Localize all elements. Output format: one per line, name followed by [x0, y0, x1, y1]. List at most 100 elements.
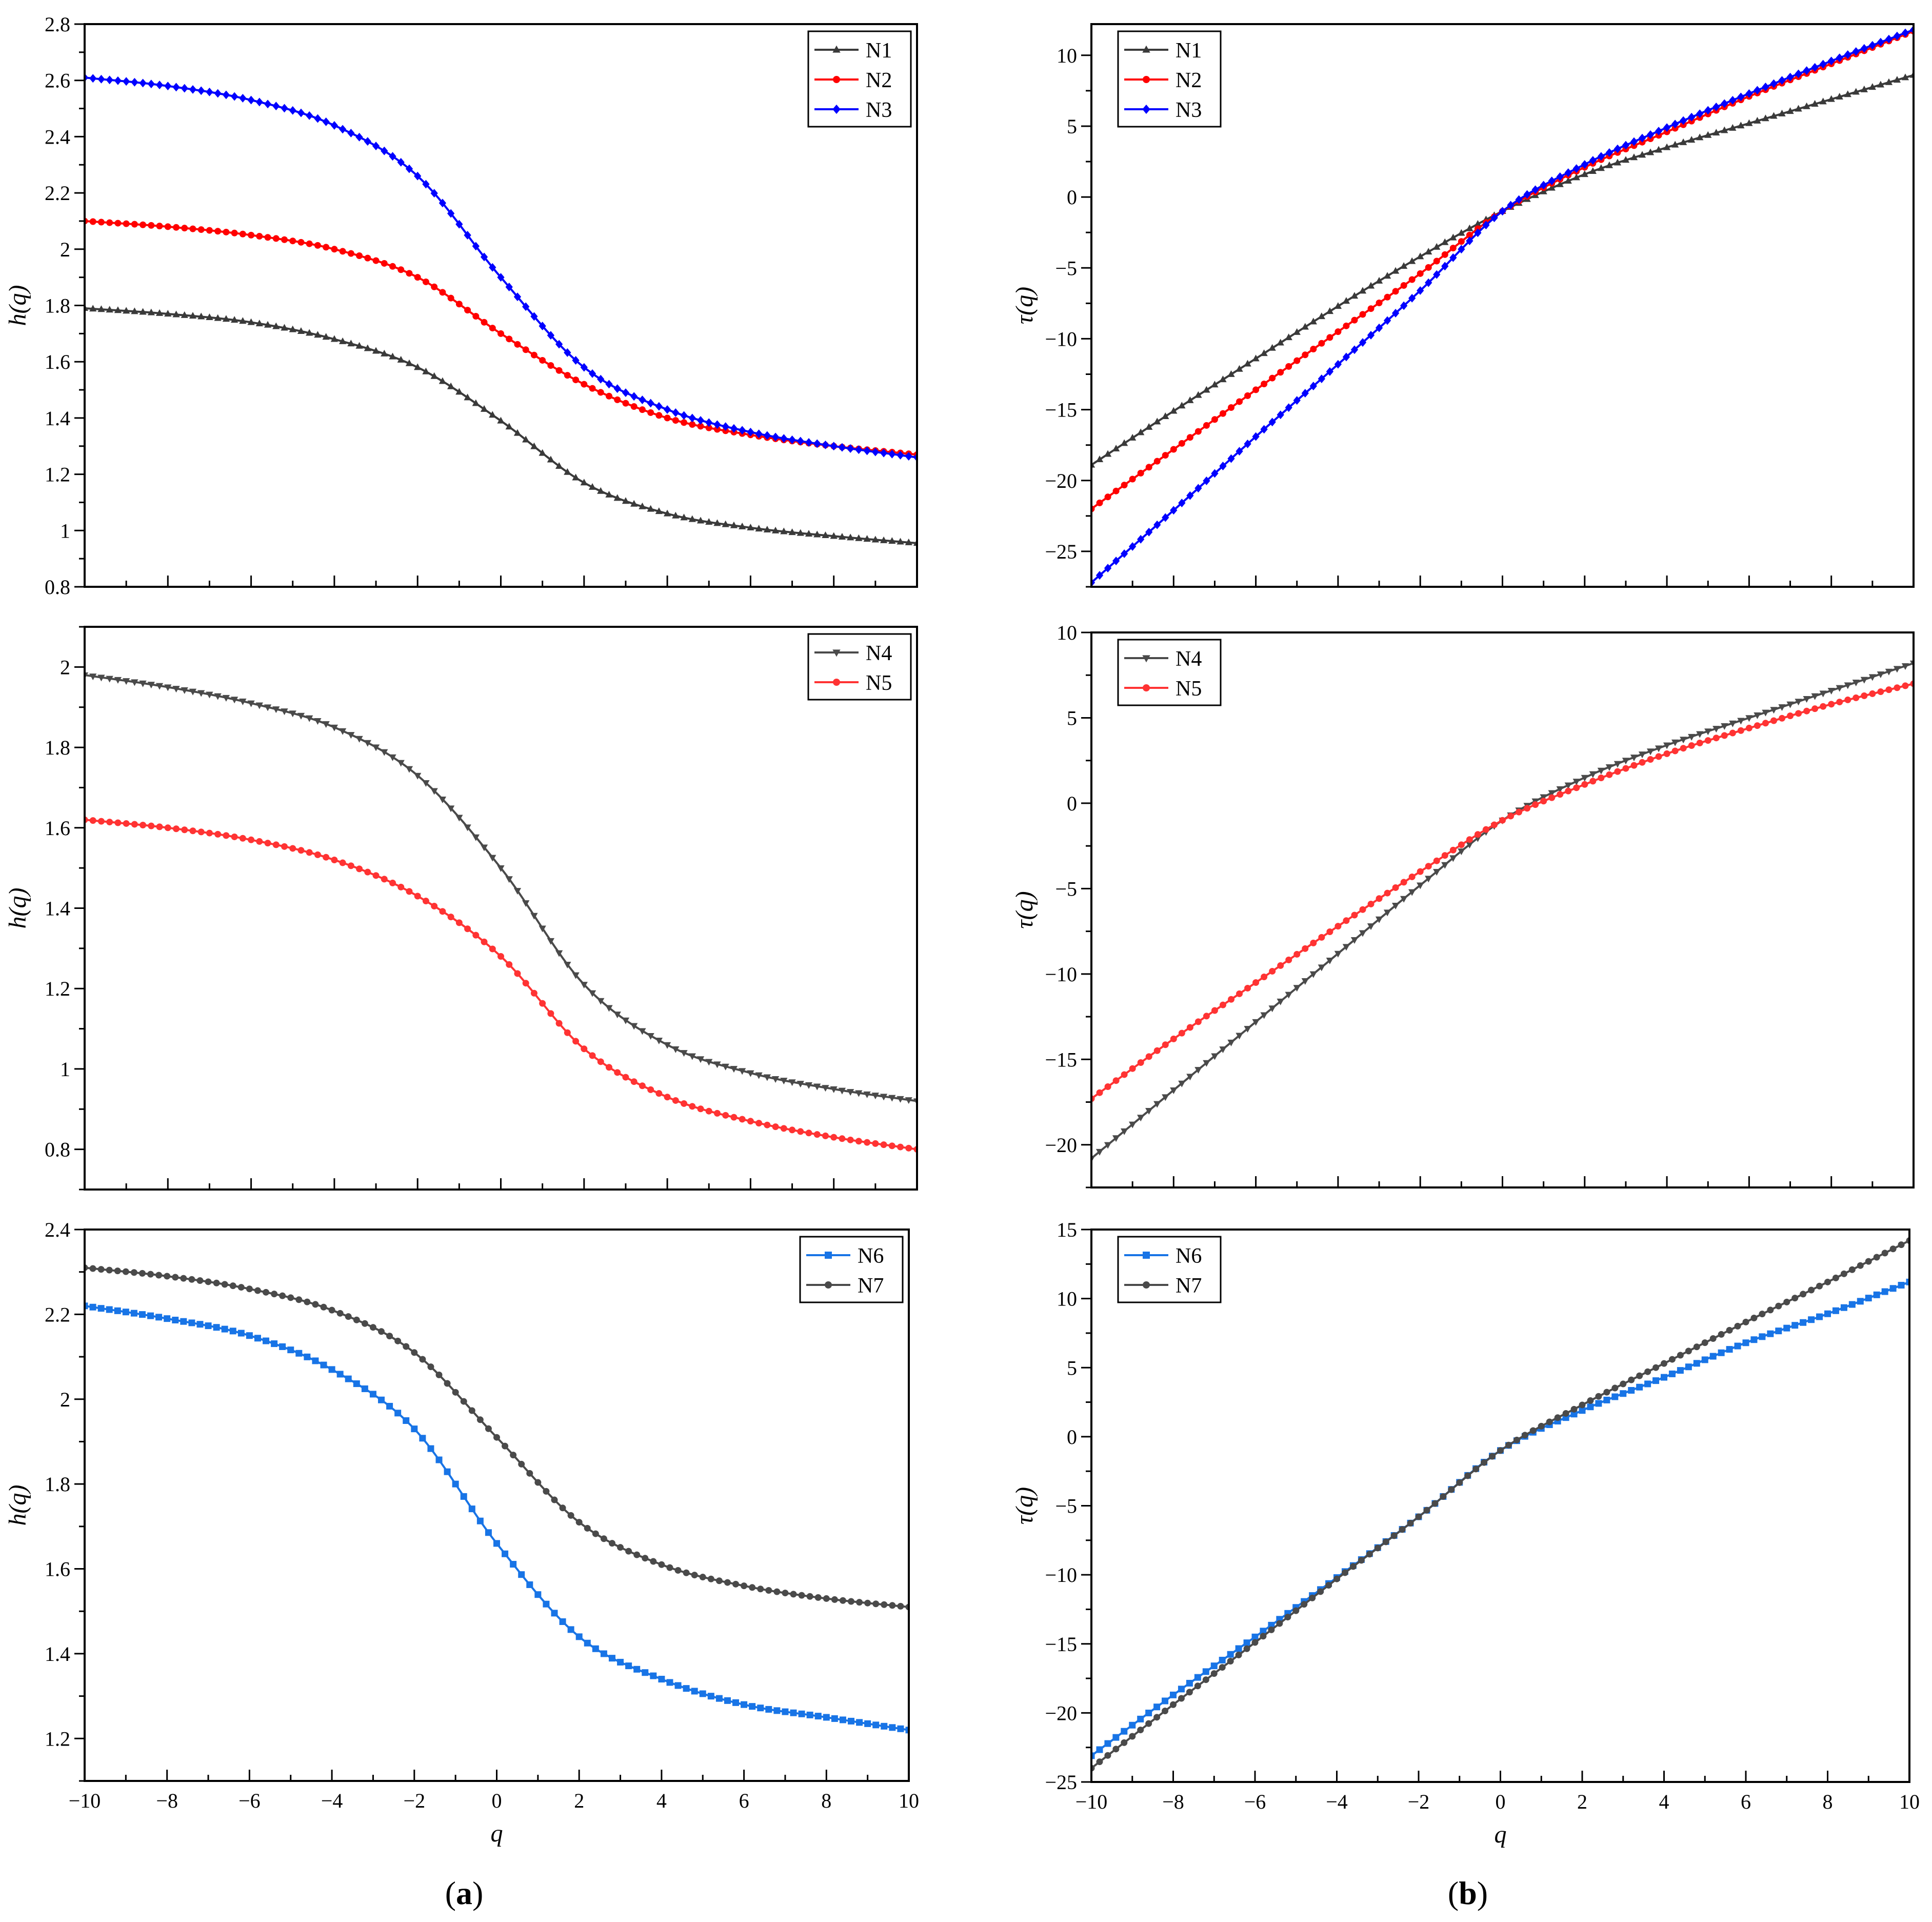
data-point	[1513, 1436, 1520, 1443]
data-point	[672, 1046, 680, 1053]
data-point	[1548, 794, 1556, 801]
data-point	[1326, 928, 1333, 935]
data-point	[1655, 745, 1663, 752]
data-point	[229, 1327, 236, 1335]
data-point	[1441, 862, 1449, 869]
data-point	[322, 333, 330, 340]
data-point	[572, 377, 580, 384]
data-point	[427, 1445, 434, 1452]
data-point	[664, 1094, 671, 1101]
data-point	[747, 427, 754, 437]
data-point	[1359, 311, 1366, 318]
data-point	[1433, 869, 1441, 876]
data-point	[871, 536, 879, 543]
data-point	[856, 1599, 863, 1606]
data-point	[1824, 1278, 1831, 1285]
data-point	[1343, 917, 1350, 924]
data-point	[1162, 1697, 1169, 1705]
legend-label-N5: N5	[866, 671, 892, 695]
data-point	[489, 945, 496, 953]
data-point	[155, 1314, 163, 1321]
data-point	[580, 982, 588, 989]
data-point	[771, 1076, 780, 1083]
data-point	[181, 687, 188, 694]
y-tick-label: −5	[1055, 1495, 1077, 1518]
data-point	[1310, 939, 1317, 946]
data-point	[1145, 1107, 1153, 1115]
y-tick-label: 5	[1067, 706, 1077, 729]
data-point	[880, 448, 888, 458]
data-point	[1507, 201, 1515, 210]
data-point	[435, 1371, 443, 1378]
data-point	[1367, 282, 1375, 289]
x-tick-label: −8	[156, 1789, 178, 1812]
data-point	[722, 1063, 729, 1071]
data-point	[306, 715, 313, 722]
series-layer	[1091, 660, 1914, 1163]
chart-b3: −10 −8 −6 −4 −2 0 2 4 6 8 10−25−20−15−10−5051015τ(…	[1011, 1218, 1920, 1848]
y-axis-label: τ(q)	[1011, 1487, 1038, 1524]
data-point	[122, 1309, 129, 1316]
data-point	[600, 1650, 607, 1657]
data-point	[189, 312, 197, 319]
data-point	[1644, 1368, 1651, 1375]
data-point	[1317, 1588, 1324, 1595]
data-point	[647, 1033, 654, 1040]
data-point	[813, 439, 821, 448]
data-point	[181, 225, 188, 232]
data-point	[897, 1096, 904, 1103]
data-point	[830, 532, 838, 539]
data-point	[164, 1315, 171, 1322]
data-point	[1572, 164, 1580, 173]
data-point	[1636, 1372, 1643, 1379]
data-point	[697, 423, 704, 430]
data-point	[547, 938, 555, 945]
data-point	[1285, 403, 1292, 412]
data-point	[830, 1134, 838, 1141]
data-point	[1260, 349, 1268, 356]
data-point	[1783, 1324, 1790, 1332]
data-point	[1819, 60, 1827, 69]
data-point	[452, 1480, 459, 1488]
data-point	[206, 691, 213, 699]
data-point	[1277, 410, 1284, 420]
data-point	[272, 841, 280, 848]
data-point	[231, 229, 238, 236]
series-markers-N3	[85, 73, 917, 462]
data-point	[1819, 97, 1827, 105]
data-point	[1898, 1241, 1905, 1249]
data-point	[1828, 701, 1835, 708]
data-point	[1704, 728, 1712, 736]
data-point	[689, 1103, 696, 1110]
data-point	[1350, 345, 1359, 354]
data-point	[1170, 1691, 1177, 1698]
data-point	[1646, 748, 1655, 756]
x-tick-label: 8	[821, 1789, 831, 1812]
data-point	[505, 423, 513, 430]
data-point	[295, 1350, 303, 1357]
data-point	[489, 263, 496, 272]
data-point	[89, 218, 96, 225]
data-point	[339, 859, 346, 866]
data-point	[430, 788, 438, 795]
data-point	[539, 449, 546, 456]
data-point	[1906, 1278, 1909, 1285]
data-point	[749, 1703, 756, 1710]
data-point	[614, 1069, 621, 1076]
data-point	[106, 819, 113, 826]
data-point	[1767, 1330, 1774, 1337]
data-point	[1449, 233, 1457, 241]
data-point	[622, 497, 630, 504]
data-point	[497, 865, 505, 872]
data-point	[172, 686, 180, 693]
data-point	[705, 1107, 712, 1115]
data-point	[1120, 549, 1128, 558]
data-point	[1688, 742, 1695, 749]
x-tick-label: −2	[404, 1789, 426, 1812]
data-point	[1112, 1077, 1120, 1084]
data-point	[256, 233, 263, 240]
data-point	[1704, 737, 1711, 744]
data-point	[1235, 1645, 1242, 1652]
data-point	[855, 1138, 862, 1145]
data-point	[681, 1100, 688, 1107]
